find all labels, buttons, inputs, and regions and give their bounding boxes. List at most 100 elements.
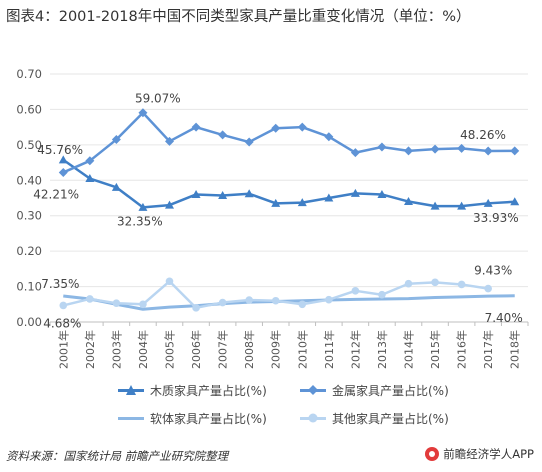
data-label: 59.07% [135, 92, 181, 106]
data-point [244, 137, 254, 147]
legend-swatch-other [300, 413, 326, 422]
data-point [430, 201, 440, 210]
y-tick-label: 0.50 [16, 138, 42, 152]
circle-marker-icon [308, 413, 318, 422]
data-label: 7.40% [485, 311, 523, 325]
data-label: 45.76% [37, 143, 83, 157]
x-tick-label: 2018年 [508, 330, 522, 369]
x-tick-label: 2012年 [348, 330, 362, 369]
data-point [430, 144, 440, 154]
x-tick-label: 2006年 [189, 330, 203, 369]
triangle-marker-icon [126, 384, 136, 395]
data-point [484, 284, 492, 293]
x-tick-label: 2001年 [56, 330, 70, 369]
diamond-marker-icon [308, 384, 318, 395]
data-point [350, 188, 360, 197]
data-point [324, 132, 334, 142]
data-point [85, 156, 95, 166]
y-tick-label: 0.30 [16, 209, 42, 223]
x-tick-label: 2010年 [295, 330, 309, 369]
data-point [139, 300, 147, 309]
x-tick-label: 2011年 [322, 330, 336, 369]
data-point [111, 135, 121, 145]
data-point [271, 198, 281, 207]
y-tick-label: 0.70 [16, 67, 42, 81]
footer: 资料来源：国家统计局 前瞻产业研究院整理 前瞻经济学人APP [0, 440, 542, 472]
data-point [138, 202, 148, 211]
legend-label-metal: 金属家具产量占比(%) [332, 383, 449, 398]
data-point [510, 197, 520, 206]
data-label: 7.35% [41, 277, 79, 291]
data-point [297, 198, 307, 207]
data-point [85, 174, 95, 183]
data-point [404, 146, 413, 156]
brand-logo-icon [425, 447, 440, 461]
data-point [218, 191, 228, 200]
data-point [350, 148, 360, 158]
data-point [112, 299, 121, 308]
data-point [165, 200, 174, 209]
x-tick-label: 2005年 [163, 330, 177, 369]
legend-label-other: 其他家具产量占比(%) [332, 411, 449, 426]
data-point [218, 298, 227, 307]
data-point [59, 301, 68, 310]
data-point [111, 182, 121, 191]
x-tick-label: 2014年 [402, 330, 416, 369]
legend-swatch-metal [300, 384, 326, 395]
data-point [165, 277, 174, 286]
x-tick-label: 2002年 [83, 330, 97, 369]
legend-item-other: 其他家具产量占比(%) [300, 408, 449, 428]
data-point [297, 122, 307, 132]
x-tick-label: 2003年 [109, 330, 123, 369]
data-label: 9.43% [474, 264, 512, 278]
data-point [244, 189, 254, 198]
data-point [191, 189, 201, 198]
chart-plot: 0.00 0.10 0.20 0.30 0.40 0.50 0.60 0.70 2001年 200… [16, 67, 529, 369]
data-point [457, 143, 467, 153]
data-point [245, 296, 253, 304]
brand: 前瞻经济学人APP [425, 446, 534, 462]
legend-item-wood: 木质家具产量占比(%) [118, 380, 267, 400]
data-point [483, 198, 493, 207]
data-point [271, 296, 280, 305]
data-point [58, 155, 68, 164]
y-tick-label: 0.00 [16, 315, 42, 329]
data-point [324, 193, 334, 202]
data-point [457, 201, 467, 210]
data-point [404, 197, 413, 206]
x-tick-label: 2017年 [481, 330, 495, 369]
x-tick-label: 2016年 [455, 330, 469, 369]
data-point [218, 130, 228, 140]
legend-label-soft: 软体家具产量占比(%) [150, 411, 267, 426]
data-point [351, 287, 360, 295]
series-line [63, 294, 515, 311]
data-point [86, 295, 94, 303]
data-point [271, 123, 281, 133]
x-tick-label: 2007年 [216, 330, 230, 369]
brand-label: 前瞻经济学人APP [443, 447, 534, 461]
data-label: 32.35% [117, 214, 163, 228]
data-point [191, 122, 201, 132]
x-tick-label: 2015年 [428, 330, 442, 369]
data-point [165, 136, 174, 146]
y-tick-label: 0.20 [16, 244, 42, 258]
source-note: 资料来源：国家统计局 前瞻产业研究院整理 [6, 449, 229, 463]
chart-title: 图表4：2001-2018年中国不同类型家具产量比重变化情况（单位：%） [6, 9, 471, 25]
data-point [192, 304, 200, 312]
data-point [58, 167, 68, 177]
series-line [62, 158, 515, 209]
series-line [62, 111, 515, 174]
data-point [325, 295, 333, 304]
legend-label-wood: 木质家具产量占比(%) [150, 383, 267, 398]
data-point [404, 279, 413, 288]
data-point [377, 142, 387, 152]
data-point [377, 189, 387, 198]
x-tick-label: 2004年 [136, 330, 150, 369]
y-tick-label: 0.60 [16, 102, 42, 116]
legend-swatch-wood [118, 384, 144, 395]
data-point [457, 280, 466, 289]
y-tick-label: 0.40 [16, 173, 42, 187]
legend-item-soft: 软体家具产量占比(%) [118, 408, 267, 428]
data-point [483, 146, 493, 156]
data-label: 4.68% [43, 316, 81, 330]
